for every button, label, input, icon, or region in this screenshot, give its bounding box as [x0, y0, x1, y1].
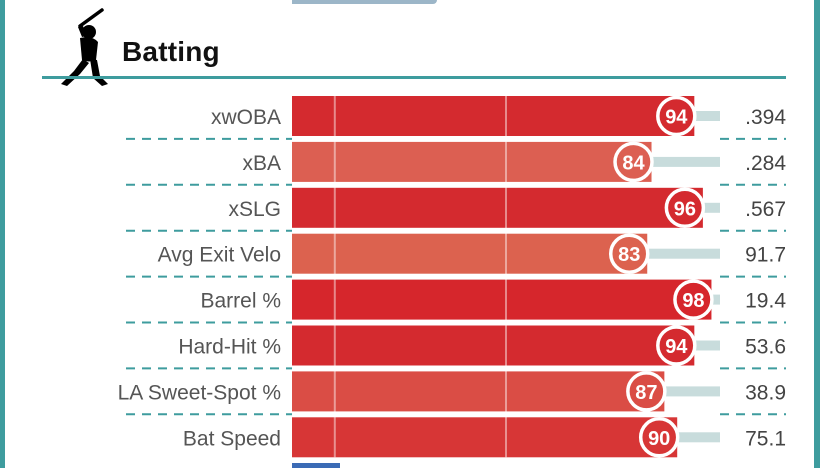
percentile-bar	[292, 325, 695, 366]
frame-left-border	[0, 0, 5, 468]
percentile-bar	[292, 187, 703, 228]
section-title: Batting	[122, 36, 220, 67]
percentile-bar	[292, 417, 678, 458]
metric-label: xwOBA	[211, 106, 281, 129]
percentile-badge	[608, 233, 650, 274]
metric-row: Bat Speed 75.1	[126, 413, 786, 458]
percentile-badge	[656, 95, 697, 137]
batter-icon	[61, 8, 108, 86]
percentile-value: 96	[674, 198, 696, 220]
percentile-value: 94	[665, 107, 688, 129]
metric-label: xBA	[242, 152, 281, 175]
metric-label: Hard-Hit %	[178, 336, 281, 359]
metric-label: Bat Speed	[183, 427, 281, 450]
frame-right-border	[814, 0, 820, 468]
metric-label: Avg Exit Velo	[158, 244, 281, 267]
batting-section-header: Batting	[42, 6, 786, 86]
metric-label: Barrel %	[200, 290, 281, 313]
metric-row: xwOBA .394	[211, 96, 786, 136]
metric-row: xBA .284	[126, 137, 786, 182]
metric-row: LA Sweet-Spot % 38.9	[118, 367, 786, 412]
percentile-badge	[656, 325, 697, 366]
percentile-value: 98	[682, 290, 704, 312]
next-section-bar-fragment	[292, 463, 340, 468]
percentile-badge	[626, 371, 667, 412]
header-rule	[42, 76, 786, 79]
stat-value: 53.6	[745, 336, 786, 359]
percentile-bar	[292, 279, 712, 320]
metric-row: Avg Exit Velo 91.7	[126, 229, 786, 274]
percentile-badge	[613, 141, 654, 183]
metric-label: xSLG	[228, 198, 281, 221]
percentile-badge	[664, 187, 706, 229]
metric-label: LA Sweet-Spot %	[118, 381, 281, 404]
percentile-value: 94	[665, 336, 688, 358]
percentile-bar	[292, 141, 652, 182]
percentile-value: 84	[622, 152, 645, 174]
percentile-badge	[638, 417, 680, 458]
stat-value: .284	[745, 152, 786, 175]
stat-value: 19.4	[745, 290, 786, 313]
metric-row: Hard-Hit % 53.6	[126, 321, 786, 366]
previous-section-bar-fragment	[292, 0, 437, 4]
percentile-value: 87	[635, 382, 657, 404]
stat-value: 75.1	[745, 427, 786, 450]
percentile-bar	[292, 96, 695, 136]
stat-value: .394	[745, 106, 786, 129]
stat-value: .567	[745, 198, 786, 221]
metric-row: xSLG .567	[126, 183, 786, 228]
metric-row: Barrel % 19.4	[126, 275, 786, 320]
percentile-value: 90	[648, 428, 670, 450]
stat-value: 38.9	[745, 381, 786, 404]
percentile-bar	[292, 371, 665, 412]
percentile-badge	[673, 279, 714, 320]
stat-value: 91.7	[745, 244, 786, 267]
percentile-value: 83	[618, 244, 640, 266]
percentile-bar	[292, 233, 648, 274]
